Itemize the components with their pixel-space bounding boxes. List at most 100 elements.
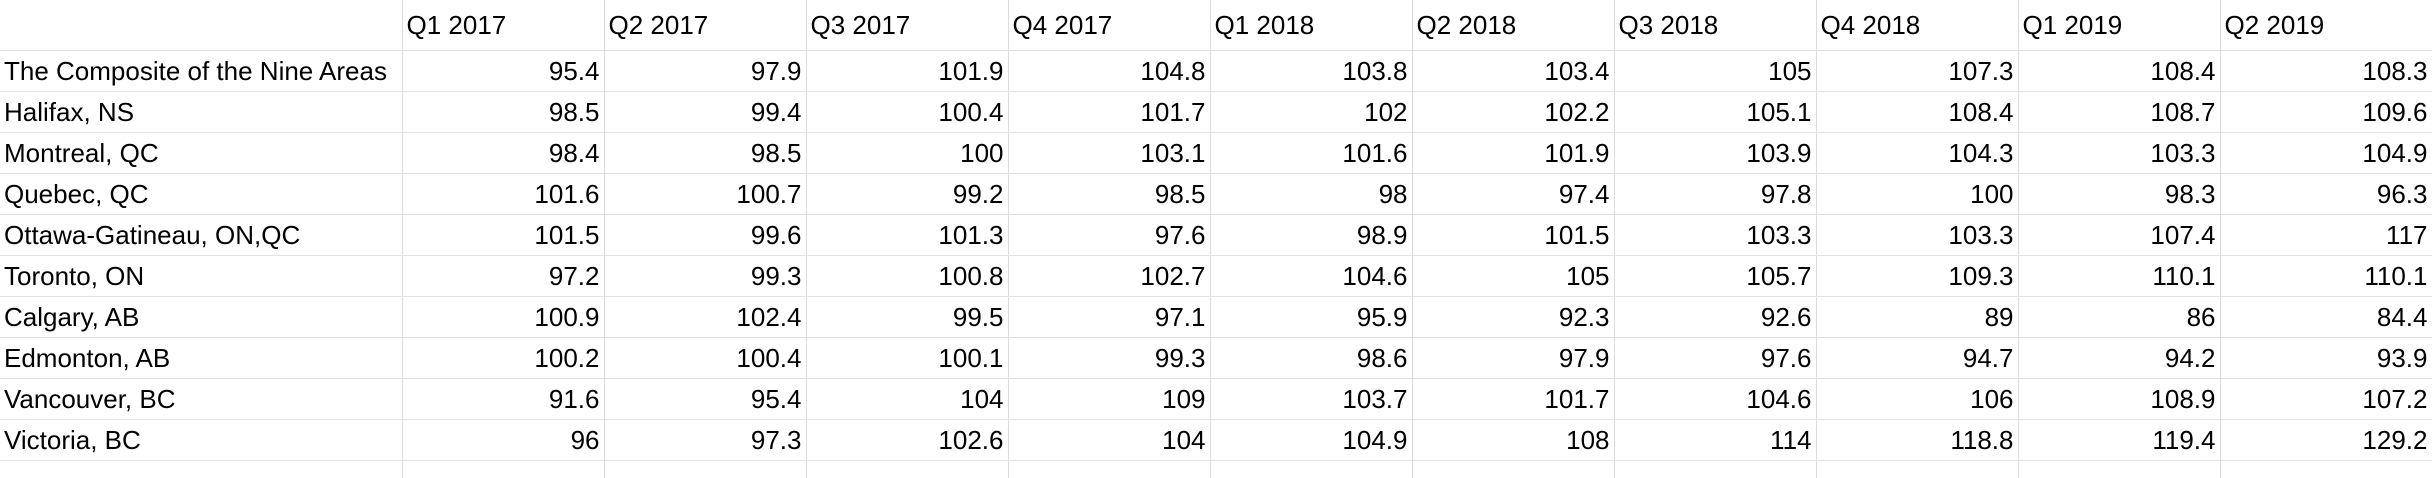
column-header-cell[interactable]: Q1 2017: [402, 0, 605, 51]
value-cell[interactable]: 105.7: [1614, 255, 1817, 297]
row-label-cell[interactable]: Toronto, ON: [0, 255, 403, 297]
value-cell[interactable]: 98.5: [1008, 173, 1211, 215]
value-cell[interactable]: 114: [1614, 419, 1817, 461]
value-cell[interactable]: 103.3: [2018, 132, 2221, 174]
value-cell[interactable]: 100.2: [402, 337, 605, 379]
value-cell[interactable]: 118.8: [1816, 419, 2019, 461]
value-cell[interactable]: 109.3: [1816, 255, 2019, 297]
value-cell[interactable]: 99.3: [604, 255, 807, 297]
value-cell[interactable]: 100.4: [604, 337, 807, 379]
value-cell[interactable]: 94.7: [1816, 337, 2019, 379]
value-cell[interactable]: 101.5: [1412, 214, 1615, 256]
value-cell[interactable]: 98: [1210, 173, 1413, 215]
value-cell[interactable]: 104.6: [1210, 255, 1413, 297]
value-cell[interactable]: 101.5: [402, 214, 605, 256]
empty-cell[interactable]: [1008, 460, 1211, 478]
column-header-cell[interactable]: Q3 2018: [1614, 0, 1817, 51]
value-cell[interactable]: 95.4: [604, 378, 807, 420]
value-cell[interactable]: 89: [1816, 296, 2019, 338]
value-cell[interactable]: 100.4: [806, 91, 1009, 133]
value-cell[interactable]: 98.5: [604, 132, 807, 174]
value-cell[interactable]: 103.9: [1614, 132, 1817, 174]
value-cell[interactable]: 95.9: [1210, 296, 1413, 338]
value-cell[interactable]: 103.8: [1210, 50, 1413, 92]
value-cell[interactable]: 97.3: [604, 419, 807, 461]
value-cell[interactable]: 103.7: [1210, 378, 1413, 420]
value-cell[interactable]: 117: [2220, 214, 2432, 256]
row-label-cell[interactable]: Ottawa-Gatineau, ON,QC: [0, 214, 403, 256]
value-cell[interactable]: 97.9: [604, 50, 807, 92]
value-cell[interactable]: 97.6: [1614, 337, 1817, 379]
column-header-cell[interactable]: Q3 2017: [806, 0, 1009, 51]
value-cell[interactable]: 97.9: [1412, 337, 1615, 379]
value-cell[interactable]: 101.6: [1210, 132, 1413, 174]
value-cell[interactable]: 96.3: [2220, 173, 2432, 215]
value-cell[interactable]: 93.9: [2220, 337, 2432, 379]
row-label-cell[interactable]: Quebec, QC: [0, 173, 403, 215]
value-cell[interactable]: 108.3: [2220, 50, 2432, 92]
value-cell[interactable]: 100.9: [402, 296, 605, 338]
value-cell[interactable]: 97.1: [1008, 296, 1211, 338]
value-cell[interactable]: 110.1: [2220, 255, 2432, 297]
value-cell[interactable]: 102.6: [806, 419, 1009, 461]
value-cell[interactable]: 102.4: [604, 296, 807, 338]
value-cell[interactable]: 102.7: [1008, 255, 1211, 297]
row-label-cell[interactable]: Victoria, BC: [0, 419, 403, 461]
value-cell[interactable]: 109.6: [2220, 91, 2432, 133]
empty-cell[interactable]: [2018, 460, 2221, 478]
value-cell[interactable]: 99.5: [806, 296, 1009, 338]
empty-cell[interactable]: [2220, 460, 2432, 478]
value-cell[interactable]: 101.3: [806, 214, 1009, 256]
value-cell[interactable]: 101.7: [1412, 378, 1615, 420]
column-header-cell[interactable]: Q1 2019: [2018, 0, 2221, 51]
value-cell[interactable]: 100.8: [806, 255, 1009, 297]
value-cell[interactable]: 96: [402, 419, 605, 461]
value-cell[interactable]: 104.3: [1816, 132, 2019, 174]
value-cell[interactable]: 109: [1008, 378, 1211, 420]
value-cell[interactable]: 100.7: [604, 173, 807, 215]
value-cell[interactable]: 100: [806, 132, 1009, 174]
value-cell[interactable]: 99.3: [1008, 337, 1211, 379]
row-label-cell[interactable]: The Composite of the Nine Areas: [0, 50, 403, 92]
value-cell[interactable]: 95.4: [402, 50, 605, 92]
value-cell[interactable]: 98.5: [402, 91, 605, 133]
value-cell[interactable]: 100: [1816, 173, 2019, 215]
corner-cell[interactable]: [0, 0, 403, 51]
value-cell[interactable]: 98.3: [2018, 173, 2221, 215]
empty-cell[interactable]: [806, 460, 1009, 478]
value-cell[interactable]: 105: [1614, 50, 1817, 92]
value-cell[interactable]: 107.4: [2018, 214, 2221, 256]
value-cell[interactable]: 104: [806, 378, 1009, 420]
value-cell[interactable]: 94.2: [2018, 337, 2221, 379]
value-cell[interactable]: 100.1: [806, 337, 1009, 379]
value-cell[interactable]: 99.2: [806, 173, 1009, 215]
value-cell[interactable]: 105.1: [1614, 91, 1817, 133]
value-cell[interactable]: 86: [2018, 296, 2221, 338]
value-cell[interactable]: 92.6: [1614, 296, 1817, 338]
empty-cell[interactable]: [402, 460, 605, 478]
empty-cell[interactable]: [1816, 460, 2019, 478]
column-header-cell[interactable]: Q2 2018: [1412, 0, 1615, 51]
value-cell[interactable]: 103.4: [1412, 50, 1615, 92]
value-cell[interactable]: 110.1: [2018, 255, 2221, 297]
value-cell[interactable]: 108.4: [1816, 91, 2019, 133]
value-cell[interactable]: 106: [1816, 378, 2019, 420]
value-cell[interactable]: 103.3: [1614, 214, 1817, 256]
value-cell[interactable]: 99.4: [604, 91, 807, 133]
row-label-cell[interactable]: Vancouver, BC: [0, 378, 403, 420]
value-cell[interactable]: 119.4: [2018, 419, 2221, 461]
value-cell[interactable]: 92.3: [1412, 296, 1615, 338]
value-cell[interactable]: 101.9: [806, 50, 1009, 92]
value-cell[interactable]: 98.4: [402, 132, 605, 174]
value-cell[interactable]: 84.4: [2220, 296, 2432, 338]
empty-cell[interactable]: [1210, 460, 1413, 478]
value-cell[interactable]: 108: [1412, 419, 1615, 461]
column-header-cell[interactable]: Q1 2018: [1210, 0, 1413, 51]
value-cell[interactable]: 108.4: [2018, 50, 2221, 92]
value-cell[interactable]: 91.6: [402, 378, 605, 420]
value-cell[interactable]: 107.2: [2220, 378, 2432, 420]
column-header-cell[interactable]: Q2 2019: [2220, 0, 2432, 51]
value-cell[interactable]: 104.6: [1614, 378, 1817, 420]
value-cell[interactable]: 102: [1210, 91, 1413, 133]
